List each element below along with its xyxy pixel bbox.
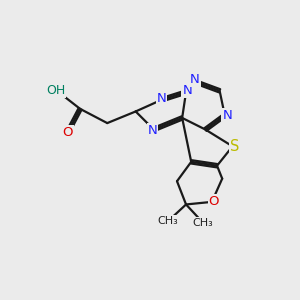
Text: N: N xyxy=(223,109,232,122)
Text: N: N xyxy=(157,92,166,105)
Text: S: S xyxy=(230,139,239,154)
Text: CH₃: CH₃ xyxy=(193,218,213,227)
Text: N: N xyxy=(182,83,192,97)
Text: O: O xyxy=(62,126,73,139)
Text: O: O xyxy=(209,195,219,208)
Text: N: N xyxy=(190,73,200,86)
Text: CH₃: CH₃ xyxy=(158,216,178,226)
Text: OH: OH xyxy=(46,84,65,97)
Text: N: N xyxy=(148,124,157,137)
